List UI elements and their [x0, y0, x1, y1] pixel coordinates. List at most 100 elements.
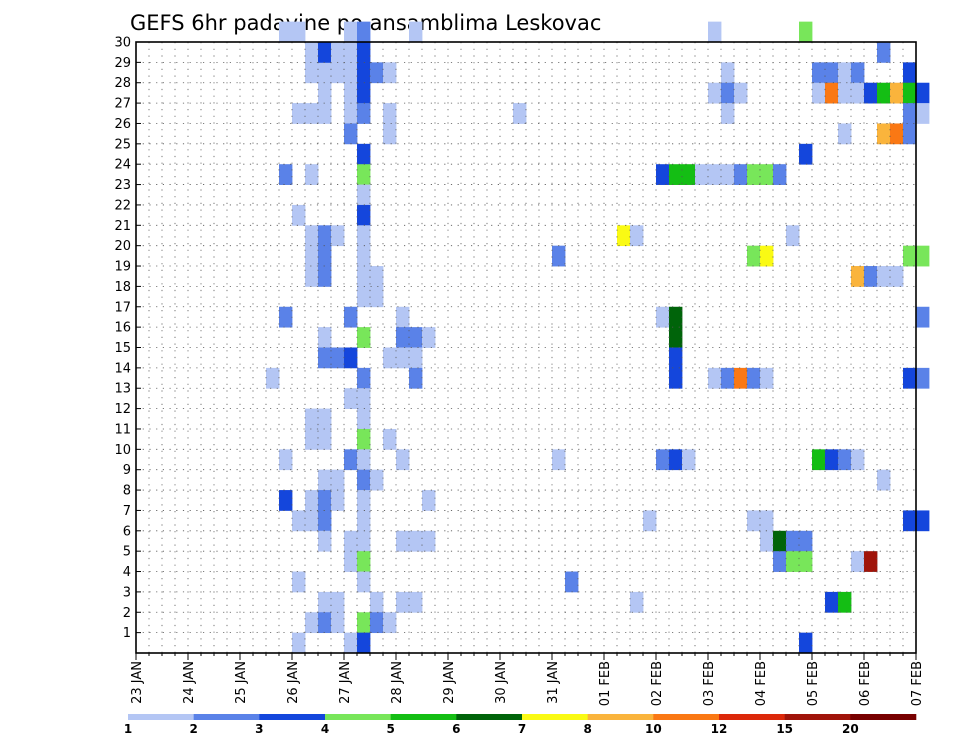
- legend-swatch: [390, 714, 457, 720]
- heatmap-cell: [383, 123, 397, 145]
- x-tick-label: 01 FEB: [598, 661, 613, 706]
- heatmap-cell: [331, 42, 345, 63]
- heatmap-cell: [357, 408, 371, 430]
- legend-label: 15: [776, 722, 793, 736]
- heatmap-cell: [747, 245, 761, 267]
- heatmap-cell: [331, 490, 345, 511]
- heatmap-cell: [422, 490, 436, 511]
- heatmap-cell: [357, 632, 371, 654]
- heatmap-cell: [838, 591, 852, 613]
- legend-label: 4: [321, 722, 329, 736]
- heatmap-cell: [357, 490, 371, 511]
- heatmap-cell: [331, 469, 345, 491]
- heatmap-cell: [331, 62, 345, 84]
- heatmap-cell: [292, 632, 306, 654]
- heatmap-cell: [877, 42, 891, 63]
- heatmap-cell: [318, 530, 332, 552]
- heatmap-cell: [409, 530, 423, 552]
- heatmap-cell: [344, 530, 358, 552]
- heatmap-cell: [838, 82, 852, 104]
- heatmap-cell: [708, 367, 722, 389]
- x-tick-label: 24 JAN: [182, 661, 197, 704]
- heatmap-cell: [318, 266, 332, 287]
- heatmap-cell: [305, 245, 319, 267]
- heatmap-cell: [357, 62, 371, 84]
- heatmap-cell: [773, 164, 787, 185]
- legend-swatch: [456, 714, 523, 720]
- legend-label: 10: [645, 722, 662, 736]
- heatmap-cell: [357, 327, 371, 348]
- heatmap-cell: [656, 449, 670, 471]
- heatmap-cell: [812, 82, 826, 104]
- heatmap-cell: [370, 266, 384, 287]
- heatmap-cell: [383, 612, 397, 634]
- heatmap-cell: [305, 225, 319, 247]
- heatmap-cell: [318, 469, 332, 491]
- heatmap-cell: [344, 551, 358, 572]
- heatmap-cell: [799, 632, 813, 654]
- heatmap-cell: [669, 306, 683, 328]
- x-tick-label: 23 JAN: [130, 661, 145, 704]
- y-tick-label: 16: [114, 321, 131, 336]
- heatmap-cell: [786, 530, 800, 552]
- heatmap-cell: [357, 428, 371, 450]
- heatmap-cell: [396, 327, 410, 348]
- heatmap-cell: [903, 103, 917, 124]
- heatmap-cell: [344, 103, 358, 124]
- heatmap-cell: [760, 164, 774, 185]
- heatmap-cell: [344, 21, 358, 43]
- heatmap-cell: [357, 266, 371, 287]
- legend-label: 1: [124, 722, 132, 736]
- heatmap-cell: [890, 123, 904, 145]
- heatmap-cell: [734, 164, 748, 185]
- x-tick-label: 05 FEB: [806, 661, 821, 706]
- heatmap-cell: [734, 367, 748, 389]
- heatmap-cell: [344, 347, 358, 369]
- heatmap-cell: [357, 21, 371, 43]
- y-tick-label: 22: [114, 198, 131, 213]
- heatmap-cell: [318, 591, 332, 613]
- y-tick-label: 11: [114, 422, 131, 437]
- heatmap-cell: [734, 82, 748, 104]
- heatmap-cell: [760, 245, 774, 267]
- legend-swatch: [587, 714, 654, 720]
- heatmap-cell: [708, 164, 722, 185]
- y-tick-label: 15: [114, 341, 131, 356]
- heatmap-cell: [396, 591, 410, 613]
- heatmap-cell: [838, 62, 852, 84]
- heatmap-cell: [903, 245, 917, 267]
- heatmap-cell: [760, 367, 774, 389]
- heatmap-cell: [747, 367, 761, 389]
- heatmap-cell: [747, 510, 761, 532]
- heatmap-cell: [903, 367, 917, 389]
- legend-swatch: [522, 714, 588, 720]
- y-tick-label: 25: [114, 137, 131, 152]
- heatmap-cell: [708, 82, 722, 104]
- heatmap-cell: [357, 612, 371, 634]
- heatmap-cell: [396, 347, 410, 369]
- legend-label: 8: [583, 722, 591, 736]
- heatmap-cell: [851, 551, 865, 572]
- y-tick-label: 30: [114, 36, 131, 51]
- heatmap-cell: [851, 449, 865, 471]
- heatmap-cell: [877, 123, 891, 145]
- heatmap-cell: [279, 21, 293, 43]
- heatmap-cell: [617, 225, 631, 247]
- x-tick-label: 30 JAN: [494, 661, 509, 704]
- heatmap-cell: [708, 21, 722, 43]
- heatmap-cell: [318, 82, 332, 104]
- y-tick-label: 4: [123, 565, 131, 580]
- y-tick-label: 26: [114, 117, 131, 132]
- legend-swatch: [784, 714, 851, 720]
- heatmap-cell: [357, 530, 371, 552]
- heatmap-cell: [292, 510, 306, 532]
- legend-label: 2: [189, 722, 197, 736]
- heatmap-cell: [903, 510, 917, 532]
- heatmap-cell: [552, 245, 566, 267]
- heatmap-cell: [318, 612, 332, 634]
- heatmap-cell: [279, 490, 293, 511]
- y-tick-label: 18: [114, 280, 131, 295]
- y-tick-label: 1: [123, 626, 131, 641]
- heatmap-cell: [318, 510, 332, 532]
- heatmap-cell: [305, 266, 319, 287]
